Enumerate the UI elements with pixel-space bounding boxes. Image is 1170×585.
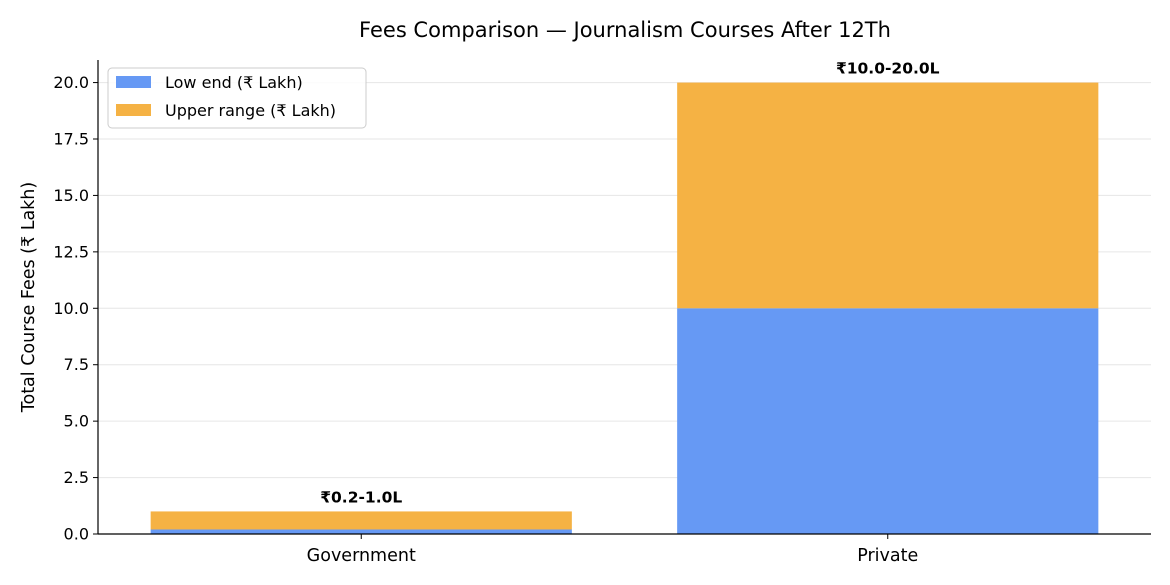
y-tick-label: 15.0 xyxy=(53,186,89,205)
legend-label-series-2: Upper range (₹ Lakh) xyxy=(165,101,336,120)
x-tick-label-government: Government xyxy=(307,546,416,566)
y-tick-label: 17.5 xyxy=(53,130,89,149)
data-label-government: ₹0.2-1.0L xyxy=(320,488,402,506)
y-tick-label: 10.0 xyxy=(53,299,89,318)
y-tick-label: 2.5 xyxy=(64,468,89,487)
data-labels: ₹0.2-1.0L ₹10.0-20.0L xyxy=(320,60,939,507)
legend-box xyxy=(107,67,367,129)
legend-swatch-series-2 xyxy=(116,104,151,116)
legend-label-series-1: Low end (₹ Lakh) xyxy=(165,73,303,92)
chart-title: Fees Comparison — Journalism Courses Aft… xyxy=(359,18,891,42)
gridlines xyxy=(98,82,1151,535)
legend: Low end (₹ Lakh) Upper range (₹ Lakh) xyxy=(107,67,367,129)
y-tick-label: 5.0 xyxy=(64,412,89,431)
y-tick-label: 12.5 xyxy=(53,242,89,261)
axes: 0.0 2.5 5.0 7.5 10.0 12.5 15.0 17.5 20.0 Governme… xyxy=(53,60,1151,566)
y-tick-label: 0.0 xyxy=(64,525,89,544)
x-tick-label-private: Private xyxy=(857,546,918,566)
bar-government-series-2 xyxy=(150,511,572,530)
data-label-private: ₹10.0-20.0L xyxy=(836,60,940,78)
bar-government-series-1 xyxy=(150,529,572,534)
y-axis-title: Total Course Fees (₹ Lakh) xyxy=(19,182,39,413)
y-tick-label: 20.0 xyxy=(53,73,89,92)
legend-swatch-series-1 xyxy=(116,76,151,88)
bar-private-series-1 xyxy=(677,308,1099,534)
y-tick-label: 7.5 xyxy=(64,355,89,374)
bar-private-series-2 xyxy=(677,82,1099,309)
bars xyxy=(150,82,1099,534)
